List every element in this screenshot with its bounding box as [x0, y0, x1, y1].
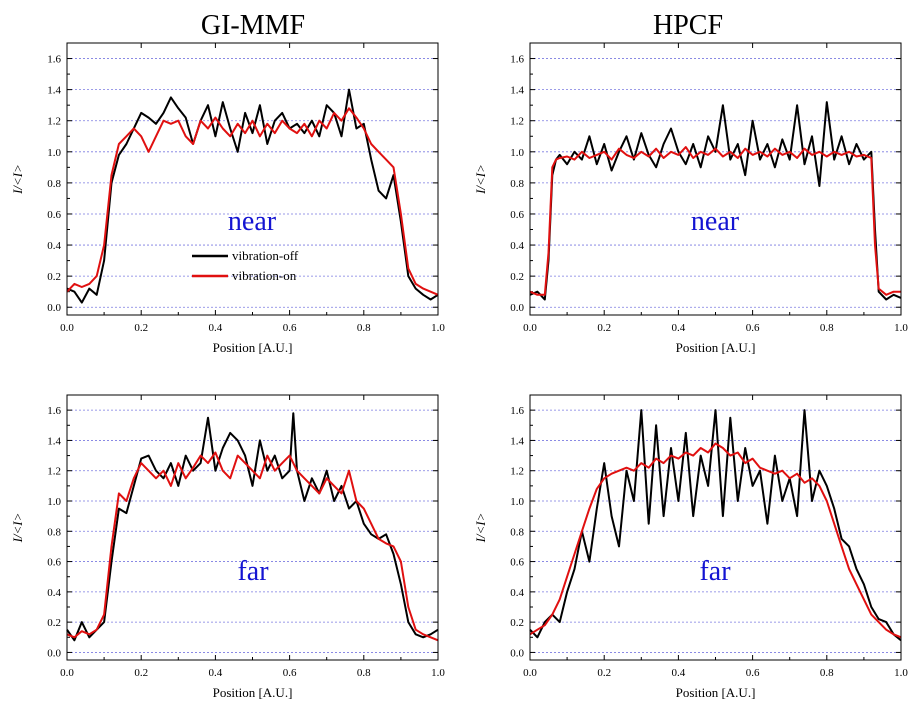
x-tick-label: 0.0: [523, 322, 537, 334]
y-tick-label: 0.0: [510, 647, 524, 659]
chart-panel-bottom-right: 0.0 0.2 0.4 0.6 0.8 1.0 1.2 1.4 1.6 0.0 0.2 0.4 0.6 0…: [473, 394, 908, 700]
x-tick-label: 0.0: [60, 322, 74, 334]
x-tick-label: 0.8: [357, 322, 371, 334]
chart-panel-top-left: 0.0 0.2 0.4 0.6 0.8 1.0 1.2 1.4 1.6 0.0 0.2 0.4 0.6 0…: [10, 42, 445, 355]
column-title-hpcf: HPCF: [653, 10, 723, 41]
series-line-vibration-off: [66, 88, 439, 304]
series-line-vibration-off: [529, 409, 902, 642]
y-tick-label: 0.0: [510, 302, 524, 314]
y-tick-label: 1.4: [510, 435, 524, 447]
series-line-vibration-on: [66, 107, 439, 296]
x-tick-label: 0.8: [820, 322, 834, 334]
y-tick-label: 0.0: [47, 647, 61, 659]
y-tick-label: 1.2: [510, 116, 524, 128]
legend-entry: vibration-off: [232, 248, 299, 263]
y-tick-label: 1.0: [47, 496, 61, 508]
series-line-vibration-on: [66, 451, 439, 642]
x-tick-label: 1.0: [894, 322, 908, 334]
y-axis-label: I/<I>: [473, 513, 488, 544]
x-tick-label: 0.8: [357, 667, 371, 679]
x-tick-label: 0.6: [283, 322, 297, 334]
chart-panel-bottom-left: 0.0 0.2 0.4 0.6 0.8 1.0 1.2 1.4 1.6 0.0 0.2 0.4 0.6 0…: [10, 394, 445, 700]
y-tick-label: 0.4: [510, 587, 524, 599]
y-tick-label: 0.2: [510, 617, 524, 629]
plot-frame: [66, 394, 439, 661]
y-tick-label: 1.2: [510, 466, 524, 478]
y-tick-label: 0.4: [47, 240, 61, 252]
y-tick-label: 0.2: [47, 271, 61, 283]
x-tick-label: 0.4: [209, 667, 223, 679]
y-tick-label: 0.6: [510, 209, 524, 221]
y-tick-label: 0.8: [510, 178, 524, 190]
x-tick-label: 0.6: [746, 667, 760, 679]
y-tick-label: 1.2: [47, 116, 61, 128]
x-tick-label: 0.2: [597, 667, 611, 679]
y-tick-label: 0.8: [510, 526, 524, 538]
y-tick-label: 0.6: [510, 557, 524, 569]
x-axis-label: Position [A.U.]: [676, 685, 756, 700]
series-line-vibration-off: [66, 412, 439, 642]
series-line-vibration-on: [529, 146, 901, 296]
y-tick-label: 0.6: [47, 209, 61, 221]
y-tick-label: 1.0: [47, 147, 61, 159]
x-tick-label: 0.0: [523, 667, 537, 679]
plot-frame: [529, 42, 902, 316]
y-tick-label: 1.0: [510, 147, 524, 159]
annotation-label: far: [237, 556, 269, 587]
x-axis-label: Position [A.U.]: [676, 340, 756, 355]
y-tick-label: 1.2: [47, 466, 61, 478]
y-tick-label: 0.2: [510, 271, 524, 283]
y-axis-label: I/<I>: [10, 164, 25, 195]
y-tick-label: 1.0: [510, 496, 524, 508]
chart-panel-top-right: 0.0 0.2 0.4 0.6 0.8 1.0 1.2 1.4 1.6 0.0 0.2 0.4 0.6 0…: [473, 42, 908, 355]
y-tick-label: 1.6: [47, 405, 61, 417]
y-tick-label: 0.0: [47, 302, 61, 314]
y-tick-label: 1.4: [510, 85, 524, 97]
x-tick-label: 1.0: [431, 322, 445, 334]
y-axis-label: I/<I>: [473, 164, 488, 195]
annotation-label: near: [228, 206, 277, 237]
column-title-gi-mmf: GI-MMF: [201, 10, 305, 41]
x-tick-label: 0.2: [134, 322, 148, 334]
y-tick-label: 1.4: [47, 435, 61, 447]
y-tick-label: 1.6: [510, 54, 524, 66]
y-tick-label: 0.4: [510, 240, 524, 252]
series-line-vibration-off: [529, 101, 902, 301]
y-axis-label: I/<I>: [10, 513, 25, 544]
x-tick-label: 1.0: [431, 667, 445, 679]
x-tick-label: 0.4: [672, 322, 686, 334]
x-tick-label: 0.2: [134, 667, 148, 679]
x-axis-label: Position [A.U.]: [213, 685, 293, 700]
x-tick-label: 0.6: [746, 322, 760, 334]
x-tick-label: 0.6: [283, 667, 297, 679]
y-tick-label: 0.4: [47, 587, 61, 599]
annotation-label: far: [699, 556, 731, 587]
y-tick-label: 0.6: [47, 557, 61, 569]
x-tick-label: 0.2: [597, 322, 611, 334]
x-axis-label: Position [A.U.]: [213, 340, 293, 355]
y-tick-label: 0.8: [47, 178, 61, 190]
y-tick-label: 1.4: [47, 85, 61, 97]
plot-frame: [529, 394, 902, 661]
annotation-label: near: [691, 206, 740, 237]
y-tick-label: 1.6: [510, 405, 524, 417]
x-tick-label: 1.0: [894, 667, 908, 679]
plot-frame: [66, 42, 439, 316]
y-tick-label: 0.8: [47, 526, 61, 538]
x-tick-label: 0.0: [60, 667, 74, 679]
x-tick-label: 0.8: [820, 667, 834, 679]
x-tick-label: 0.4: [209, 322, 223, 334]
y-tick-label: 0.2: [47, 617, 61, 629]
x-tick-label: 0.4: [672, 667, 686, 679]
series-line-vibration-on: [529, 442, 902, 639]
y-tick-label: 1.6: [47, 54, 61, 66]
legend-entry: vibration-on: [232, 268, 297, 283]
